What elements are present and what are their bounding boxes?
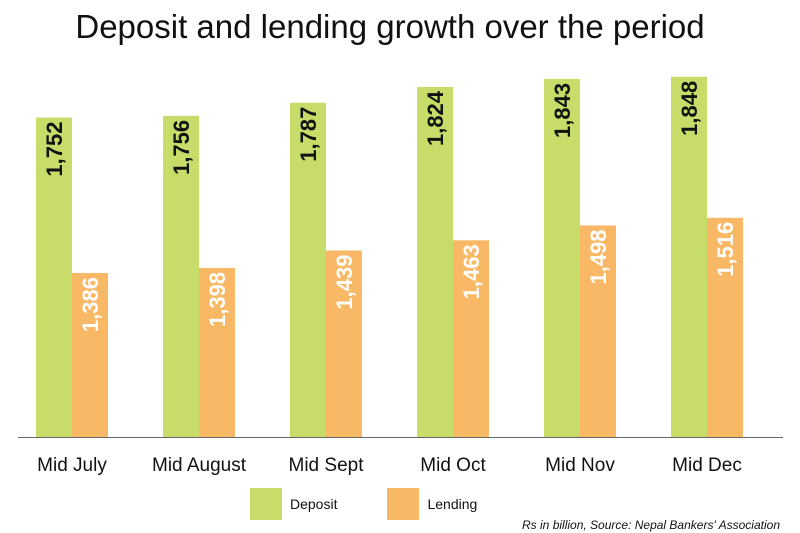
bar-deposit-0 — [36, 117, 72, 437]
data-label-deposit-4: 1,843 — [550, 83, 575, 138]
bar-deposit-4 — [544, 78, 580, 437]
x-tick-label-4: Mid Nov — [545, 455, 615, 476]
source-note: Rs in billion, Source: Nepal Bankers' As… — [522, 518, 780, 532]
data-label-lending-0: 1,386 — [78, 277, 103, 332]
bar-lending-0 — [72, 273, 108, 437]
bar-lending-1 — [199, 267, 235, 437]
data-label-lending-4: 1,498 — [586, 229, 611, 284]
legend: Deposit Lending — [250, 486, 527, 522]
x-tick-label-1: Mid August — [152, 455, 247, 476]
bar-lending-5 — [707, 217, 743, 437]
data-label-deposit-2: 1,787 — [296, 107, 321, 162]
data-label-lending-2: 1,439 — [332, 255, 357, 310]
x-tick-label-3: Mid Oct — [420, 455, 486, 476]
x-tick-label-2: Mid Sept — [289, 455, 365, 476]
data-label-deposit-1: 1,756 — [169, 120, 194, 175]
legend-label-deposit: Deposit — [290, 496, 338, 512]
data-label-deposit-0: 1,752 — [42, 122, 67, 177]
x-tick-label-0: Mid July — [37, 455, 107, 476]
chart-title: Deposit and lending growth over the peri… — [75, 8, 705, 45]
bar-deposit-3 — [417, 86, 453, 438]
bar-deposit-5 — [671, 76, 707, 438]
x-tick-label-5: Mid Dec — [672, 455, 742, 476]
data-label-deposit-3: 1,824 — [423, 90, 448, 146]
bar-deposit-2 — [290, 102, 326, 437]
data-label-lending-1: 1,398 — [205, 272, 230, 327]
legend-label-lending: Lending — [427, 496, 478, 512]
bar-lending-4 — [580, 225, 616, 437]
data-label-lending-5: 1,516 — [713, 222, 738, 277]
bar-lending-2 — [326, 250, 362, 437]
bar-deposit-1 — [163, 115, 199, 437]
data-label-lending-3: 1,463 — [459, 244, 484, 299]
bar-lending-3 — [453, 240, 489, 437]
legend-swatch-deposit — [250, 488, 282, 520]
legend-swatch-lending — [387, 488, 420, 520]
data-label-deposit-5: 1,848 — [677, 81, 702, 136]
